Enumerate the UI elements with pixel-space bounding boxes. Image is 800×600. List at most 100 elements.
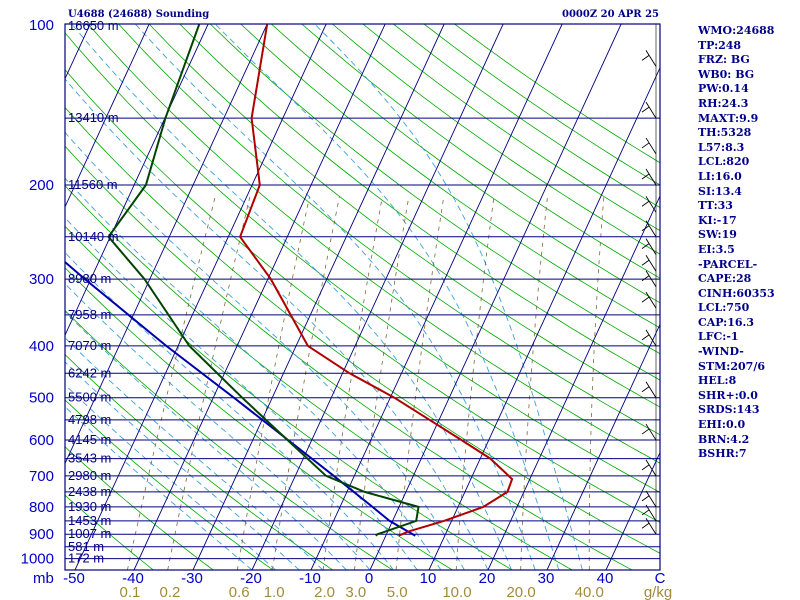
isotherm	[251, 24, 504, 570]
moist-adiabat	[65, 311, 347, 570]
pressure-tick-label: 200	[29, 177, 54, 194]
dry-adiabat	[65, 145, 633, 570]
mixing-ratio-line	[395, 196, 445, 570]
mixing-ratio-line	[354, 196, 410, 570]
height-label: 5500 m	[68, 390, 111, 405]
moist-adiabat	[71, 24, 513, 570]
mixing-ratio-line	[322, 196, 383, 570]
sounding-index: LCL:750	[698, 301, 750, 315]
parcel-profile-line	[65, 260, 416, 537]
mixing-ratio-tick-label: 10.0	[442, 584, 471, 600]
mixing-ratio-line	[272, 196, 340, 570]
wind-barb	[641, 517, 657, 535]
wind-barb	[641, 291, 657, 309]
mixing-ratio-tick-label: 40.0	[575, 584, 604, 600]
dry-adiabat	[87, 24, 660, 464]
dry-adiabat	[65, 494, 154, 570]
dewpoint-profile-line	[107, 24, 420, 537]
sounding-index: EI:3.5	[698, 242, 735, 256]
mixing-ratio-tick-label: 3.0	[345, 584, 366, 600]
moist-adiabat	[134, 24, 536, 570]
isotherm	[546, 323, 660, 570]
isobars	[65, 24, 660, 560]
sounding-index: -PARCEL-	[698, 257, 758, 271]
sounding-index: KI:-17	[698, 213, 737, 227]
pressure-tick-label: 900	[29, 526, 54, 543]
wind-barb	[641, 504, 657, 522]
dry-adiabat	[271, 24, 660, 304]
height-label: 1453 m	[68, 513, 111, 528]
height-label: 13410 m	[68, 110, 119, 125]
sounding-index: TT:33	[698, 199, 733, 213]
isotherm	[0, 24, 31, 570]
isotherm	[487, 195, 660, 570]
sounding-index: MAXT:9.9	[698, 111, 759, 125]
sounding-index: LFC:-1	[698, 330, 739, 344]
isotherm	[310, 24, 563, 570]
dry-adiabat	[332, 24, 660, 255]
sounding-index: TH:5328	[698, 126, 752, 140]
isotherms	[0, 24, 660, 570]
sounding-index: SI:13.4	[698, 184, 742, 198]
sounding-index: FRZ: BG	[698, 53, 750, 67]
moist-adiabat	[65, 384, 276, 570]
dry-adiabat	[65, 185, 573, 570]
sounding-index: LCL:820	[698, 155, 750, 169]
dry-adiabat	[148, 24, 660, 408]
sounding-index: SHR+:0.0	[698, 388, 758, 402]
sounding-indices-panel: WMO:24688 TP:248 FRZ: BG WB0: BG PW:0.14 RH:2…	[698, 24, 798, 462]
moist-adiabat	[65, 337, 324, 570]
wind-barb	[641, 270, 657, 287]
dry-adiabat	[209, 24, 660, 355]
moist-adiabats	[65, 24, 583, 570]
mixing-ratio-tick-label: 2.0	[314, 584, 335, 600]
sounding-index: EHI:0.0	[698, 418, 746, 432]
dry-adiabat	[301, 24, 660, 279]
height-label: 4145 m	[68, 432, 111, 447]
height-label: 7070 m	[68, 338, 111, 353]
pressure-tick-label: 600	[29, 432, 54, 449]
isotherm	[74, 24, 327, 570]
temperature-tick-label: -30	[181, 570, 203, 587]
temperature-tick-label: 10	[420, 570, 437, 587]
height-label: 16650 m	[68, 18, 119, 33]
temperature-tick-label: 30	[538, 570, 555, 587]
temperature-tick-label: -50	[63, 570, 85, 587]
wind-barb	[641, 196, 657, 213]
temperature-tick-label: -10	[299, 570, 321, 587]
moist-adiabat	[65, 217, 418, 570]
height-label: 172 m	[68, 551, 104, 566]
chart-title: U4688 (24688) Sounding	[68, 9, 210, 20]
sounding-index: SRDS:143	[698, 403, 760, 417]
dry-adiabat	[240, 24, 660, 329]
dry-adiabat	[65, 446, 214, 570]
wind-barbs	[641, 24, 657, 535]
mixing-ratio-line	[236, 196, 310, 570]
wind-barb	[641, 459, 657, 477]
isotherm	[369, 24, 622, 570]
mixing-ratio-tick-label: 5.0	[387, 584, 408, 600]
height-label: 2980 m	[68, 468, 111, 483]
chart-valid-time: 0000Z 20 APR 25	[562, 9, 659, 20]
sounding-index: LI:16.0	[698, 169, 742, 183]
pressure-tick-label: 100	[29, 17, 54, 34]
mixing-ratio-tick-label: 0.6	[229, 584, 250, 600]
sounding-index: CAP:16.3	[698, 315, 755, 329]
pressure-axis-label: mb	[33, 570, 54, 587]
dry-adiabat	[65, 225, 513, 570]
sounding-index: STM:207/6	[698, 359, 765, 373]
mixing-ratio-tick-label: 0.1	[119, 584, 140, 600]
sounding-index: WMO:24688	[698, 24, 775, 37]
mixing-ratio-line	[520, 196, 548, 570]
moist-adiabat	[65, 131, 465, 570]
pressure-tick-label: 700	[29, 468, 54, 485]
height-label: 2438 m	[68, 484, 111, 499]
sounding-index: CINH:60353	[698, 286, 775, 300]
moist-adiabat	[214, 24, 560, 570]
sounding-index: BSHR:7	[698, 447, 747, 461]
pressure-tick-label: 500	[29, 390, 54, 407]
isotherm	[192, 24, 445, 570]
height-label: 4798 m	[68, 412, 111, 427]
temperature-unit-label: C	[655, 570, 666, 587]
